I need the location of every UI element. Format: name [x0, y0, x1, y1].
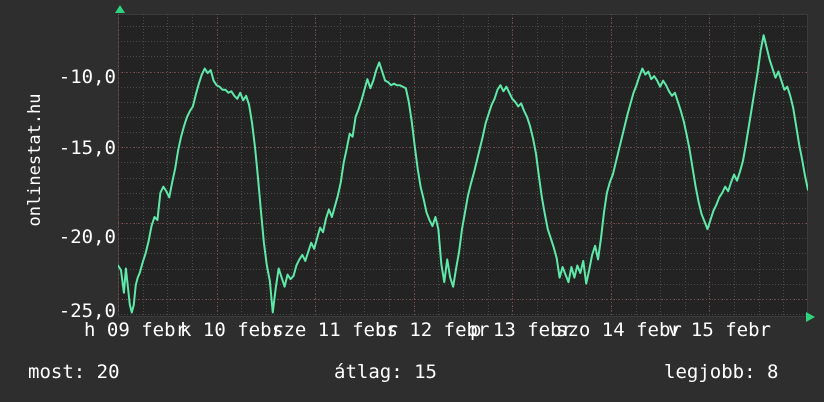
plot-area: [118, 14, 808, 317]
y-tick-label: -25,0: [58, 300, 116, 322]
x-tick-label: cs 12 febr: [375, 319, 490, 341]
temperature-series-line: [118, 34, 808, 314]
x-tick-label: h 09 febr: [84, 319, 187, 341]
x-tick-label: v 15 febr: [668, 319, 771, 341]
x-tick-label: sze 11 febr: [272, 319, 398, 341]
grid-minor-lines: [118, 14, 808, 317]
x-axis-labels: h 09 febr k 10 febr sze 11 febr cs 12 fe…: [0, 319, 824, 345]
stat-avg: átlag: 15: [334, 361, 437, 383]
y-tick-label: -15,0: [58, 137, 116, 159]
y-tick-label: -20,0: [58, 226, 116, 248]
y-tick-label: -10,0: [58, 66, 116, 88]
arrow-up-icon: [115, 5, 125, 13]
x-tick-label: p 13 febr: [470, 319, 573, 341]
x-tick-label: szo 14 febr: [556, 319, 682, 341]
temperature-line-chart: [118, 14, 808, 317]
y-axis-labels: -10,0 -15,0 -20,0 -25,0: [0, 0, 116, 340]
arrow-right-icon: [806, 312, 815, 322]
footer-stats: most: 20 átlag: 15 legjobb: 8: [0, 360, 824, 390]
stat-now: most: 20: [28, 361, 120, 383]
x-tick-label: k 10 febr: [180, 319, 283, 341]
stat-best: legjobb: 8: [664, 361, 779, 383]
